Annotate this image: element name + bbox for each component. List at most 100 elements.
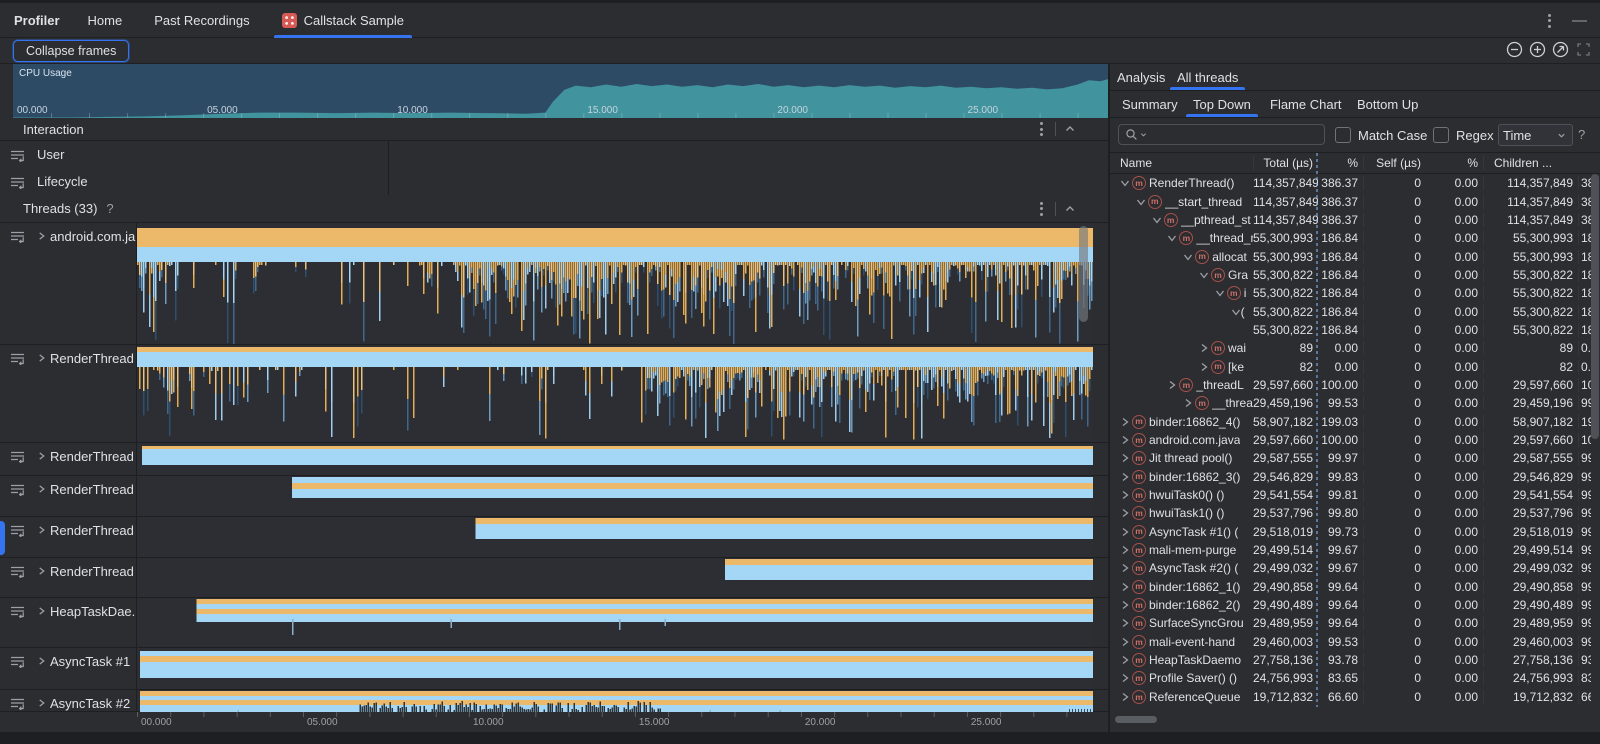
table-horizontal-scrollbar[interactable] <box>1115 716 1157 723</box>
thread-row[interactable]: AsyncTask #2 <box>0 690 1108 712</box>
frame-selection-icon[interactable] <box>1575 41 1592 58</box>
thread-track[interactable] <box>137 517 1093 557</box>
thread-row[interactable]: RenderThread <box>0 558 1108 598</box>
chevron-down-icon[interactable] <box>1183 252 1193 262</box>
chevron-right-icon[interactable] <box>1120 637 1130 647</box>
chevron-down-icon[interactable] <box>1199 270 1209 280</box>
table-row[interactable]: m Jit thread pool() 29,587,555 99.97 0 0.00 29… <box>1110 449 1600 467</box>
thread-track[interactable] <box>137 223 1093 345</box>
chevron-down-icon[interactable] <box>1167 233 1177 243</box>
collapse-section-icon[interactable] <box>1064 123 1076 135</box>
column-header[interactable]: Children ... <box>1483 156 1578 170</box>
table-row[interactable]: m__thread29,459,19699.5300.0029,459,1969… <box>1110 394 1600 412</box>
match-case-checkbox[interactable]: Match Case <box>1335 127 1427 143</box>
chevron-right-icon[interactable] <box>1120 508 1130 518</box>
tab-summary[interactable]: Summary <box>1122 96 1178 112</box>
column-header[interactable]: Name <box>1120 156 1153 170</box>
column-header[interactable]: % <box>1467 156 1478 170</box>
chevron-right-icon[interactable] <box>1120 417 1130 427</box>
chevron-right-icon[interactable] <box>1120 618 1130 628</box>
minimize-button[interactable]: — <box>1572 3 1587 38</box>
thread-track[interactable] <box>137 476 1093 516</box>
chevron-right-icon[interactable] <box>37 698 46 708</box>
table-row[interactable]: m ReferenceQueue 19,712,832 66.60 0 0.00 19,71… <box>1110 688 1600 706</box>
interaction-kebab-icon[interactable] <box>1036 118 1047 140</box>
collapse-section-icon[interactable] <box>1064 203 1076 215</box>
table-row[interactable]: m__thread_m55,300,993186.8400.0055,300,9… <box>1110 229 1600 247</box>
threads-vertical-scrollbar[interactable] <box>1079 226 1088 322</box>
chevron-right-icon[interactable] <box>1120 527 1130 537</box>
tab-bottom-up[interactable]: Bottom Up <box>1357 96 1419 112</box>
chevron-right-icon[interactable] <box>1120 655 1130 665</box>
table-row[interactable]: m binder:16862_3() 29,546,829 99.83 0 0.00 29,… <box>1110 468 1600 486</box>
table-row[interactable]: m SurfaceSyncGrou 29,489,959 99.64 0 0.00 29,4… <box>1110 614 1600 632</box>
chevron-down-icon[interactable] <box>1136 197 1146 207</box>
table-row[interactable]: m HeapTaskDaemo 27,758,136 93.78 0 0.00 27,758… <box>1110 651 1600 669</box>
table-vertical-scrollbar[interactable] <box>1591 174 1599 439</box>
chevron-right-icon[interactable] <box>37 606 46 616</box>
thread-track[interactable] <box>137 345 1093 442</box>
tab-all-threads[interactable]: All threads <box>1169 64 1246 90</box>
tab-flame-chart[interactable]: Flame Chart <box>1270 96 1342 112</box>
chevron-right-icon[interactable] <box>1199 362 1209 372</box>
chevron-right-icon[interactable] <box>1120 563 1130 573</box>
tab-top-down[interactable]: Top Down <box>1186 91 1258 117</box>
search-help-icon[interactable]: ? <box>1578 127 1586 142</box>
chevron-right-icon[interactable] <box>1183 398 1193 408</box>
table-row[interactable]: m _threadL 29,597,660 100.00 0 0.00 29,597,660… <box>1110 376 1600 394</box>
table-row[interactable]: m mali-event-hand 29,460,003 99.53 0 0.00 29,4… <box>1110 633 1600 651</box>
thread-row[interactable]: RenderThread <box>0 517 1108 558</box>
chevron-right-icon[interactable] <box>1120 453 1130 463</box>
table-row[interactable]: m binder:16862_2() 29,490,489 99.64 0 0.00 29,… <box>1110 596 1600 614</box>
chevron-right-icon[interactable] <box>37 484 46 494</box>
chevron-right-icon[interactable] <box>37 451 46 461</box>
search-input[interactable] <box>1118 124 1325 145</box>
reset-zoom-icon[interactable] <box>1552 41 1569 58</box>
threads-section-header[interactable]: Threads (33) ? <box>0 195 1108 223</box>
chevron-down-icon[interactable] <box>1231 307 1241 317</box>
table-row[interactable]: m binder:16862_1() 29,490,858 99.64 0 0.00 29,… <box>1110 578 1600 596</box>
table-row[interactable]: m binder:16862_4() 58,907,182 199.03 0 0.00 58… <box>1110 412 1600 430</box>
table-row[interactable]: m AsyncTask #1() (29,518,019 99.73 0 0.00 29,… <box>1110 523 1600 541</box>
table-row[interactable]: m allocat 55,300,993 186.84 0 0.00 55,300,993 1… <box>1110 247 1600 265</box>
chevron-right-icon[interactable] <box>1167 380 1177 390</box>
thread-track[interactable] <box>137 443 1093 475</box>
interaction-row-lifecycle[interactable]: Lifecycle <box>0 168 1108 195</box>
chevron-right-icon[interactable] <box>1120 600 1130 610</box>
chevron-right-icon[interactable] <box>1120 673 1130 683</box>
thread-row[interactable]: android.com.ja... <box>0 223 1108 345</box>
chevron-right-icon[interactable] <box>1120 435 1130 445</box>
chevron-down-icon[interactable] <box>1120 178 1130 188</box>
chevron-right-icon[interactable] <box>37 566 46 576</box>
chevron-right-icon[interactable] <box>1120 490 1130 500</box>
thread-track[interactable] <box>137 648 1093 689</box>
thread-row[interactable]: RenderThread <box>0 345 1108 443</box>
chevron-right-icon[interactable] <box>1120 582 1130 592</box>
thread-row[interactable]: RenderThread <box>0 443 1108 476</box>
collapse-frames-button[interactable]: Collapse frames <box>13 40 130 62</box>
table-row[interactable]: m __pthread_st 114,357,849 386.37 0 0.00 114,3… <box>1110 211 1600 229</box>
chevron-right-icon[interactable] <box>37 656 46 666</box>
tab-analysis[interactable]: Analysis <box>1117 69 1166 85</box>
chevron-right-icon[interactable] <box>37 353 46 363</box>
column-header[interactable]: % <box>1347 156 1358 170</box>
table-row[interactable]: m android.com.java 29,597,660 100.00 0 0.00 29… <box>1110 431 1600 449</box>
column-header[interactable]: Total (µs) <box>1253 156 1318 170</box>
cpu-usage-chart[interactable]: CPU Usage 00.000 05.000 10.000 15.000 20.000… <box>13 64 1108 119</box>
table-row[interactable]: m Profile Saver() () 24,756,993 83.65 0 0.00 2… <box>1110 669 1600 687</box>
interaction-row-user[interactable]: User <box>0 141 1108 168</box>
thread-track[interactable] <box>137 558 1093 597</box>
thread-track[interactable] <box>137 598 1093 647</box>
tab-past-recordings[interactable]: Past Recordings <box>154 12 250 28</box>
window-options-button[interactable] <box>1544 3 1555 38</box>
tab-callstack-sample[interactable]: Callstack Sample <box>273 3 413 38</box>
chevron-right-icon[interactable] <box>37 231 46 241</box>
zoom-out-icon[interactable] <box>1506 41 1523 58</box>
table-row[interactable]: m __start_thread 114,357,849 386.37 0 0.00 114… <box>1110 192 1600 210</box>
tab-home[interactable]: Home <box>87 12 123 28</box>
table-row[interactable]: mGra55,300,822186.8400.0055,300,822186.8… <box>1110 266 1600 284</box>
regex-checkbox[interactable]: Regex <box>1433 127 1494 143</box>
